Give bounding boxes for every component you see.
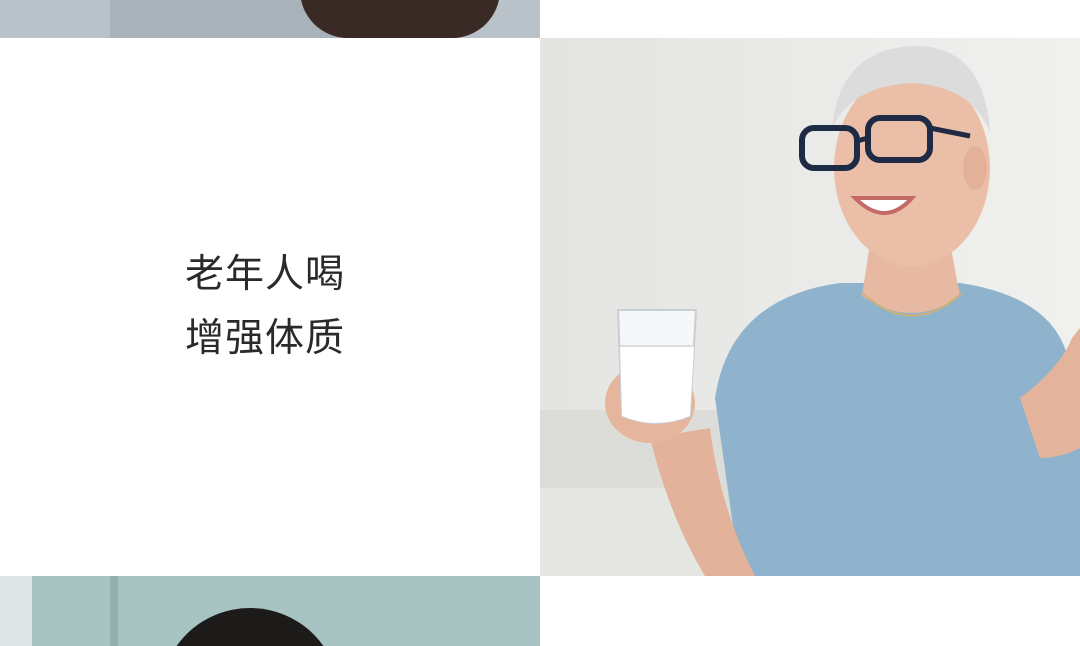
hair-shape — [300, 0, 500, 38]
glasses-icon — [799, 115, 971, 171]
caption-line-2: 增强体质 — [185, 316, 346, 361]
photo-senior-woman-milk — [540, 38, 1080, 576]
hair-shape — [832, 46, 990, 133]
necklace-shape — [861, 292, 963, 317]
shirt-shape — [110, 0, 340, 38]
smile-shape — [850, 196, 917, 215]
photo-illustration — [540, 38, 1080, 576]
caption-panel: 老年人喝 增强体质 — [0, 38, 540, 576]
caption-line-1: 老年人喝 — [185, 252, 346, 297]
raised-hand — [1020, 328, 1080, 458]
bottom-photo-partial — [0, 576, 540, 646]
shirt-shape — [715, 283, 1080, 576]
top-photo-partial — [0, 0, 540, 38]
ear-shape — [963, 146, 987, 190]
window-frame — [110, 576, 118, 646]
glass-of-milk-icon — [616, 309, 698, 424]
left-arm — [650, 428, 755, 576]
